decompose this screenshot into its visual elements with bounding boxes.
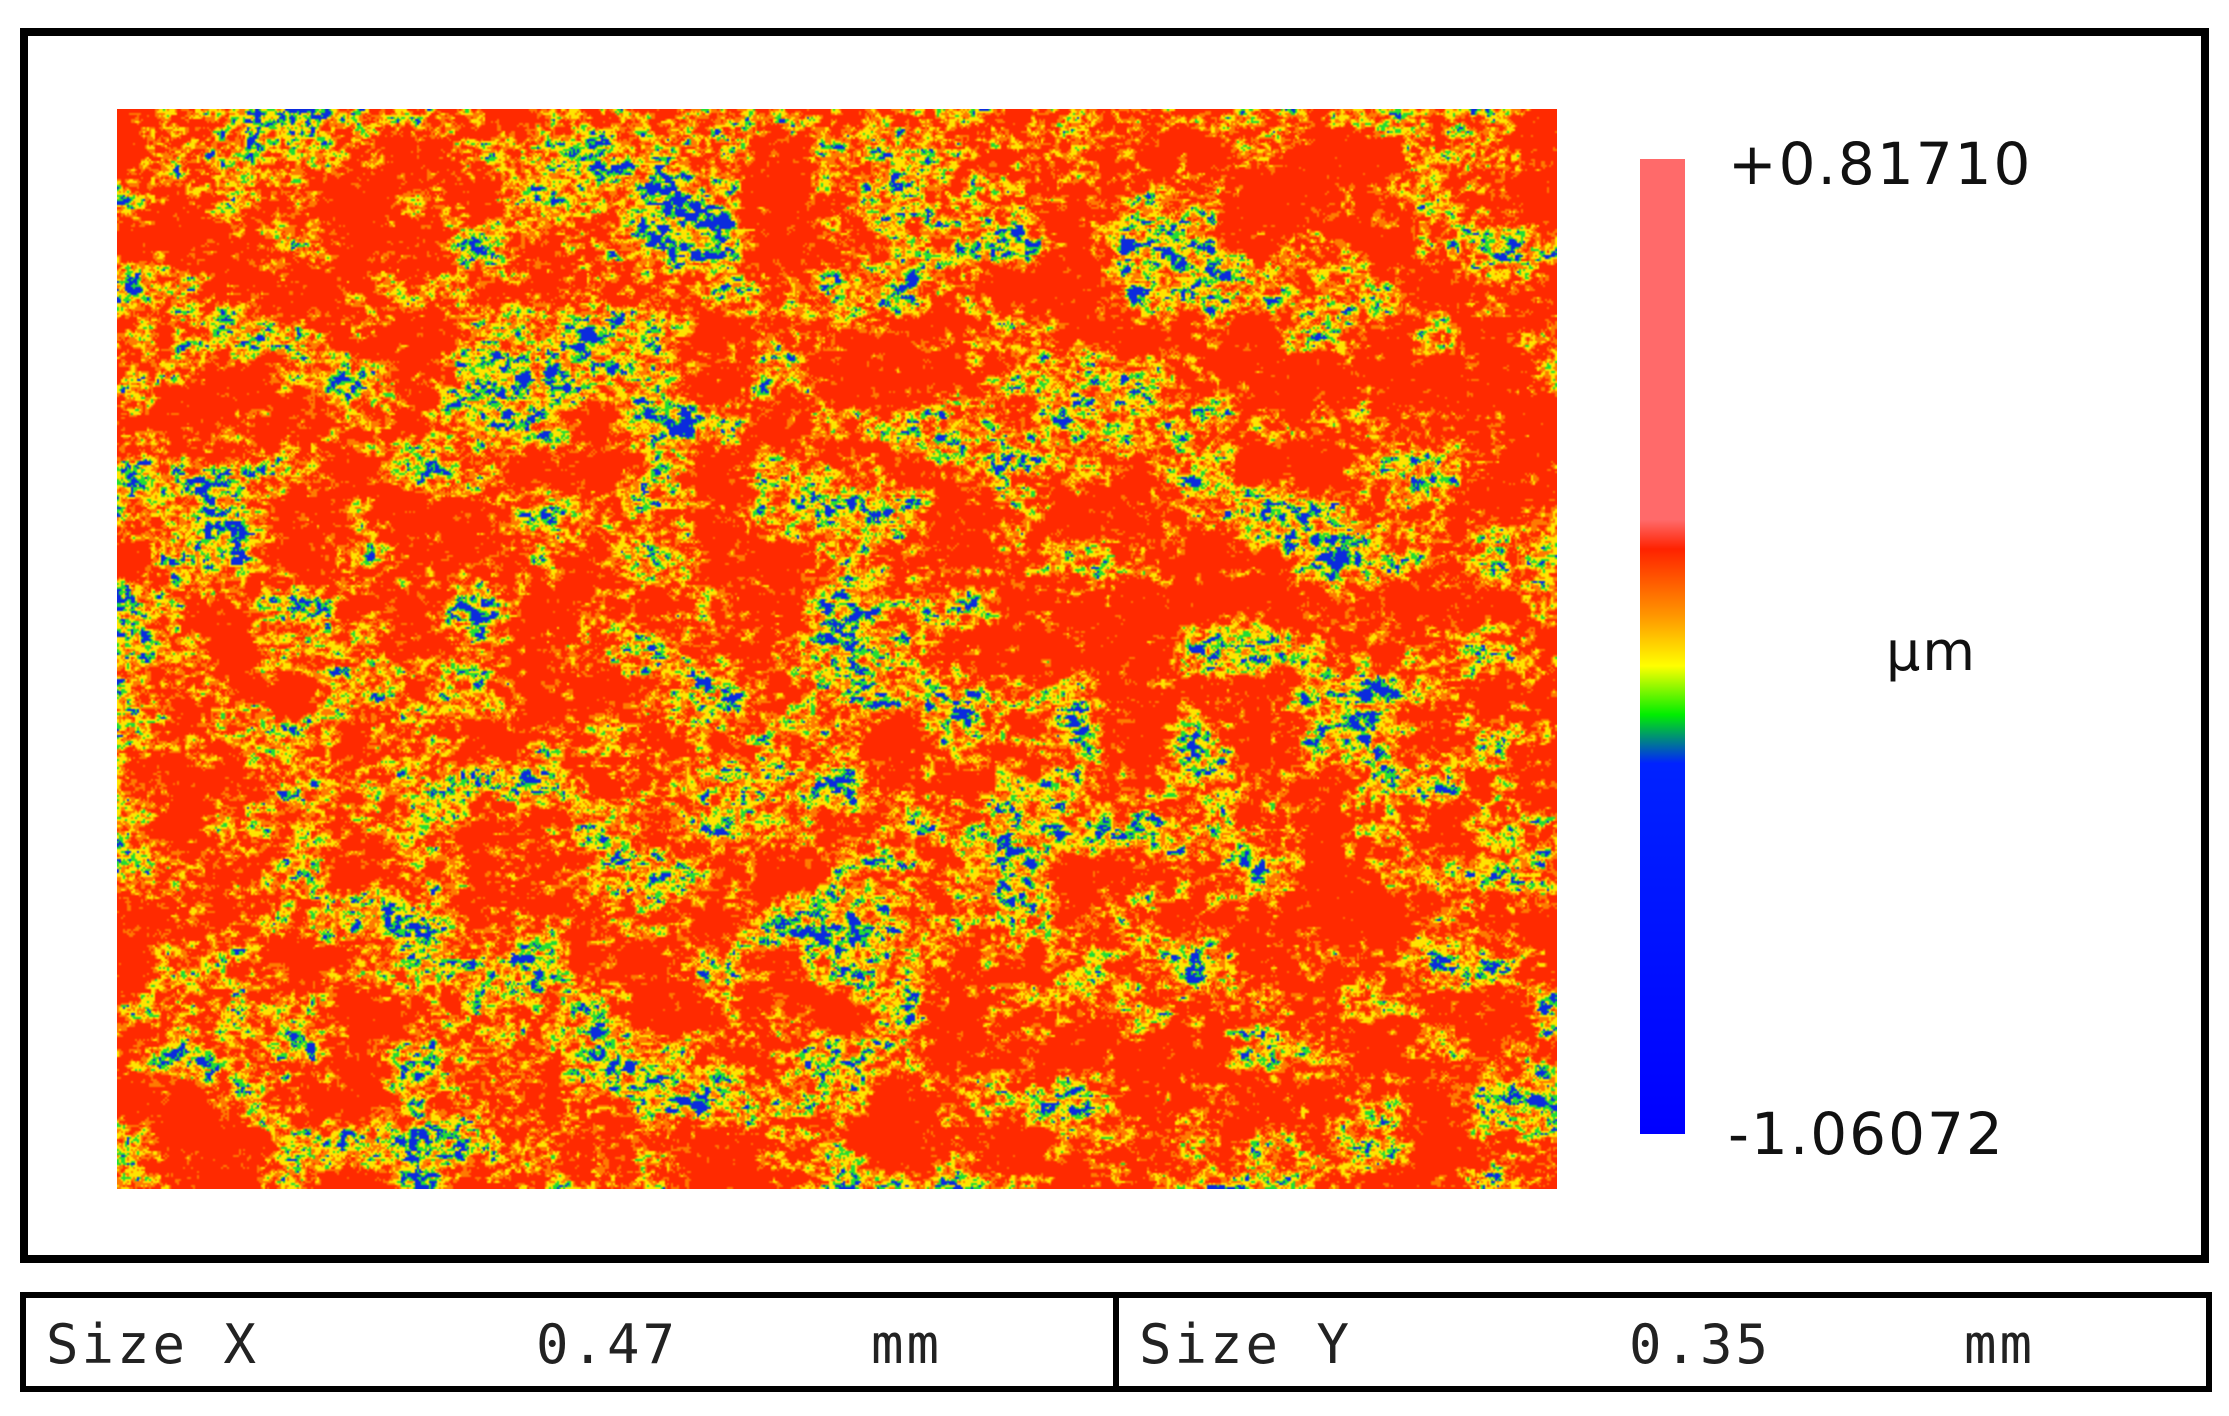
size-x-cell: Size X 0.47 mm	[20, 1292, 1119, 1392]
surface-height-map	[117, 109, 1557, 1189]
size-y-cell: Size Y 0.35 mm	[1113, 1292, 2212, 1392]
size-y-unit: mm	[1964, 1313, 2036, 1376]
color-scale-bar	[1640, 159, 1685, 1134]
size-x-value: 0.47	[536, 1313, 679, 1376]
size-x-unit: mm	[871, 1313, 943, 1376]
colorbar-unit-label: µm	[1886, 620, 1977, 683]
colorbar-max-label: +0.81710	[1728, 130, 2033, 198]
size-x-label: Size X	[46, 1313, 260, 1376]
size-y-value: 0.35	[1629, 1313, 1772, 1376]
dimension-info-bar: Size X 0.47 mm Size Y 0.35 mm	[20, 1292, 2212, 1392]
colorbar-min-label: -1.06072	[1728, 1100, 2005, 1168]
size-y-label: Size Y	[1139, 1313, 1353, 1376]
